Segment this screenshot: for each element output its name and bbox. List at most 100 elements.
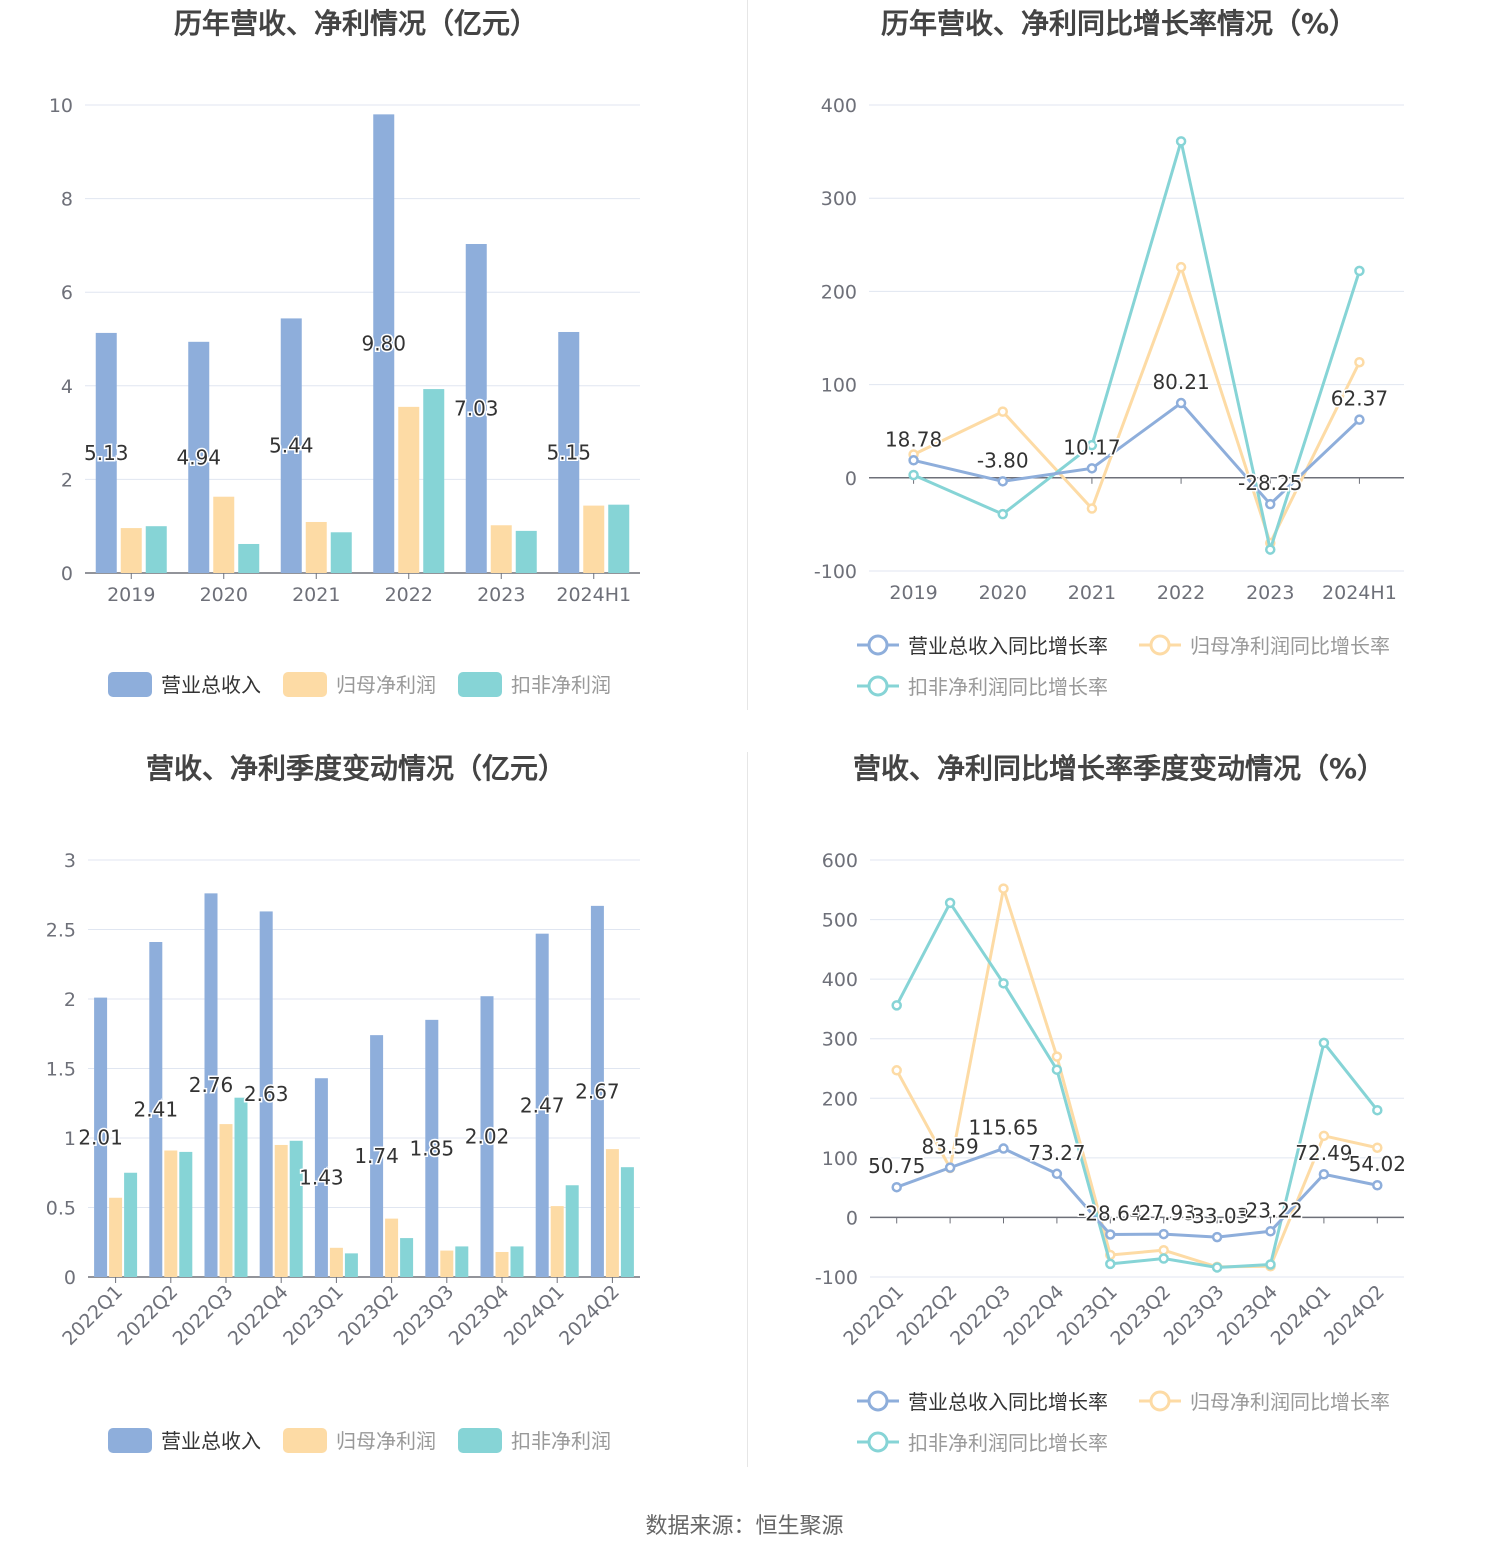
data-point [1158,1253,1169,1264]
bar [535,933,549,1277]
y-tick-label: 1.5 [46,1059,76,1081]
data-label: 50.75 [868,1154,925,1178]
y-tick-label: 0.5 [46,1198,76,1220]
legend-marker [867,1431,889,1453]
x-tick-label: 2022Q4 [224,1281,293,1350]
data-point [997,476,1008,487]
legend-swatch [458,1428,502,1453]
y-tick-label: 400 [822,969,858,991]
x-tick-label: 2024H1 [556,584,631,606]
y-tick-label: 300 [821,188,857,210]
bar [259,911,273,1277]
data-point [998,1143,1009,1154]
legend-marker [1149,634,1171,656]
x-tick-label: 2019 [889,582,937,604]
data-point [997,406,1008,417]
data-point [1051,1168,1063,1180]
bar [120,528,142,573]
bar [565,1185,579,1277]
bar [289,1140,303,1277]
data-label: 2.63 [244,1082,289,1106]
bar [373,114,395,574]
x-tick-label: 2024Q1 [500,1281,569,1350]
bar [219,1124,233,1277]
bar [274,1144,288,1277]
data-label: 80.21 [1152,370,1209,394]
vertical-divider-bottom [747,752,748,1467]
legend-swatch [108,1428,152,1453]
legend-marker [867,1390,889,1412]
bar [425,1019,439,1277]
data-point [1158,1244,1169,1256]
data-point [891,1065,902,1076]
bar [550,1206,564,1277]
bar [329,1247,343,1277]
y-tick-label: -100 [814,561,857,583]
y-tick-label: 0 [846,1207,858,1229]
data-point [944,1162,956,1173]
bar [314,1078,328,1277]
x-tick-label: 2022Q2 [113,1281,182,1350]
data-label: 2.02 [465,1125,510,1149]
data-label: 1.74 [354,1144,399,1168]
legend-label: 归母净利润 [336,673,436,697]
data-label: 5.44 [269,434,314,458]
data-point [1051,1051,1063,1062]
legend-marker [867,634,889,656]
bar [398,406,420,573]
data-point [997,508,1008,520]
data-source-note: 数据来源：恒生聚源 [645,1514,844,1539]
data-point [1211,1262,1223,1273]
legend-swatch [283,672,327,697]
bar [109,1197,123,1277]
quarterly-revenue-profit-svg: 营收、净利季度变动情况（亿元） 0 0.5 1 1.5 2 2.5 3 2022Q12022Q2… [46,752,640,1453]
chart-title: 历年营收、净利情况（亿元） [174,7,538,40]
bar [344,1253,358,1277]
y-tick-label: 100 [822,1148,858,1170]
data-point [1105,1258,1116,1270]
data-label: 18.78 [885,427,942,451]
data-label: 1.85 [410,1136,455,1160]
bar [423,389,445,573]
chart-title: 历年营收、净利同比增长率情况（%） [881,7,1357,40]
data-point [891,1181,902,1193]
bar [455,1246,469,1277]
bar [515,530,537,573]
bar [213,496,235,573]
data-label: 5.13 [84,441,129,465]
y-tick-label: 1 [64,1128,76,1150]
x-tick-label: 2023Q3 [389,1281,458,1350]
data-point [1086,503,1098,514]
bar [608,504,630,573]
bar [495,1251,509,1277]
data-label: -33.03 [1185,1204,1249,1228]
x-tick-label: 2020 [979,582,1027,604]
data-label: 2.01 [78,1125,123,1149]
data-label: 2.47 [520,1093,565,1117]
bar [605,1149,619,1277]
y-tick-label: 3 [64,850,76,872]
series-line [896,1146,1378,1239]
data-label: -28.25 [1238,471,1302,495]
y-tick-label: 0 [64,1267,76,1289]
y-tick-label: 2 [64,989,76,1011]
y-tick-label: 4 [61,376,73,398]
y-tick-label: 400 [821,95,857,117]
annual-growth-rate-chart: 历年营收、净利同比增长率情况（%） -100 0 100 200 300 400 2019 20… [745,0,1489,740]
data-point [1372,1104,1383,1116]
bar [164,1150,178,1277]
data-label: 5.15 [546,440,591,464]
x-tick-label: 2021 [292,584,340,606]
y-tick-label: 300 [822,1029,858,1051]
legend-label: 扣非净利润 [511,1429,611,1453]
bar [145,526,167,573]
x-tick-label: 2024Q2 [555,1281,624,1350]
data-point [908,455,919,466]
data-point [1175,261,1187,273]
data-point [1354,356,1365,368]
data-label: 54.02 [1349,1152,1406,1176]
x-tick-label: 2022 [1157,582,1205,604]
x-tick-label: 2023Q4 [445,1281,514,1350]
data-point [1086,439,1098,451]
legend-marker [867,675,889,697]
